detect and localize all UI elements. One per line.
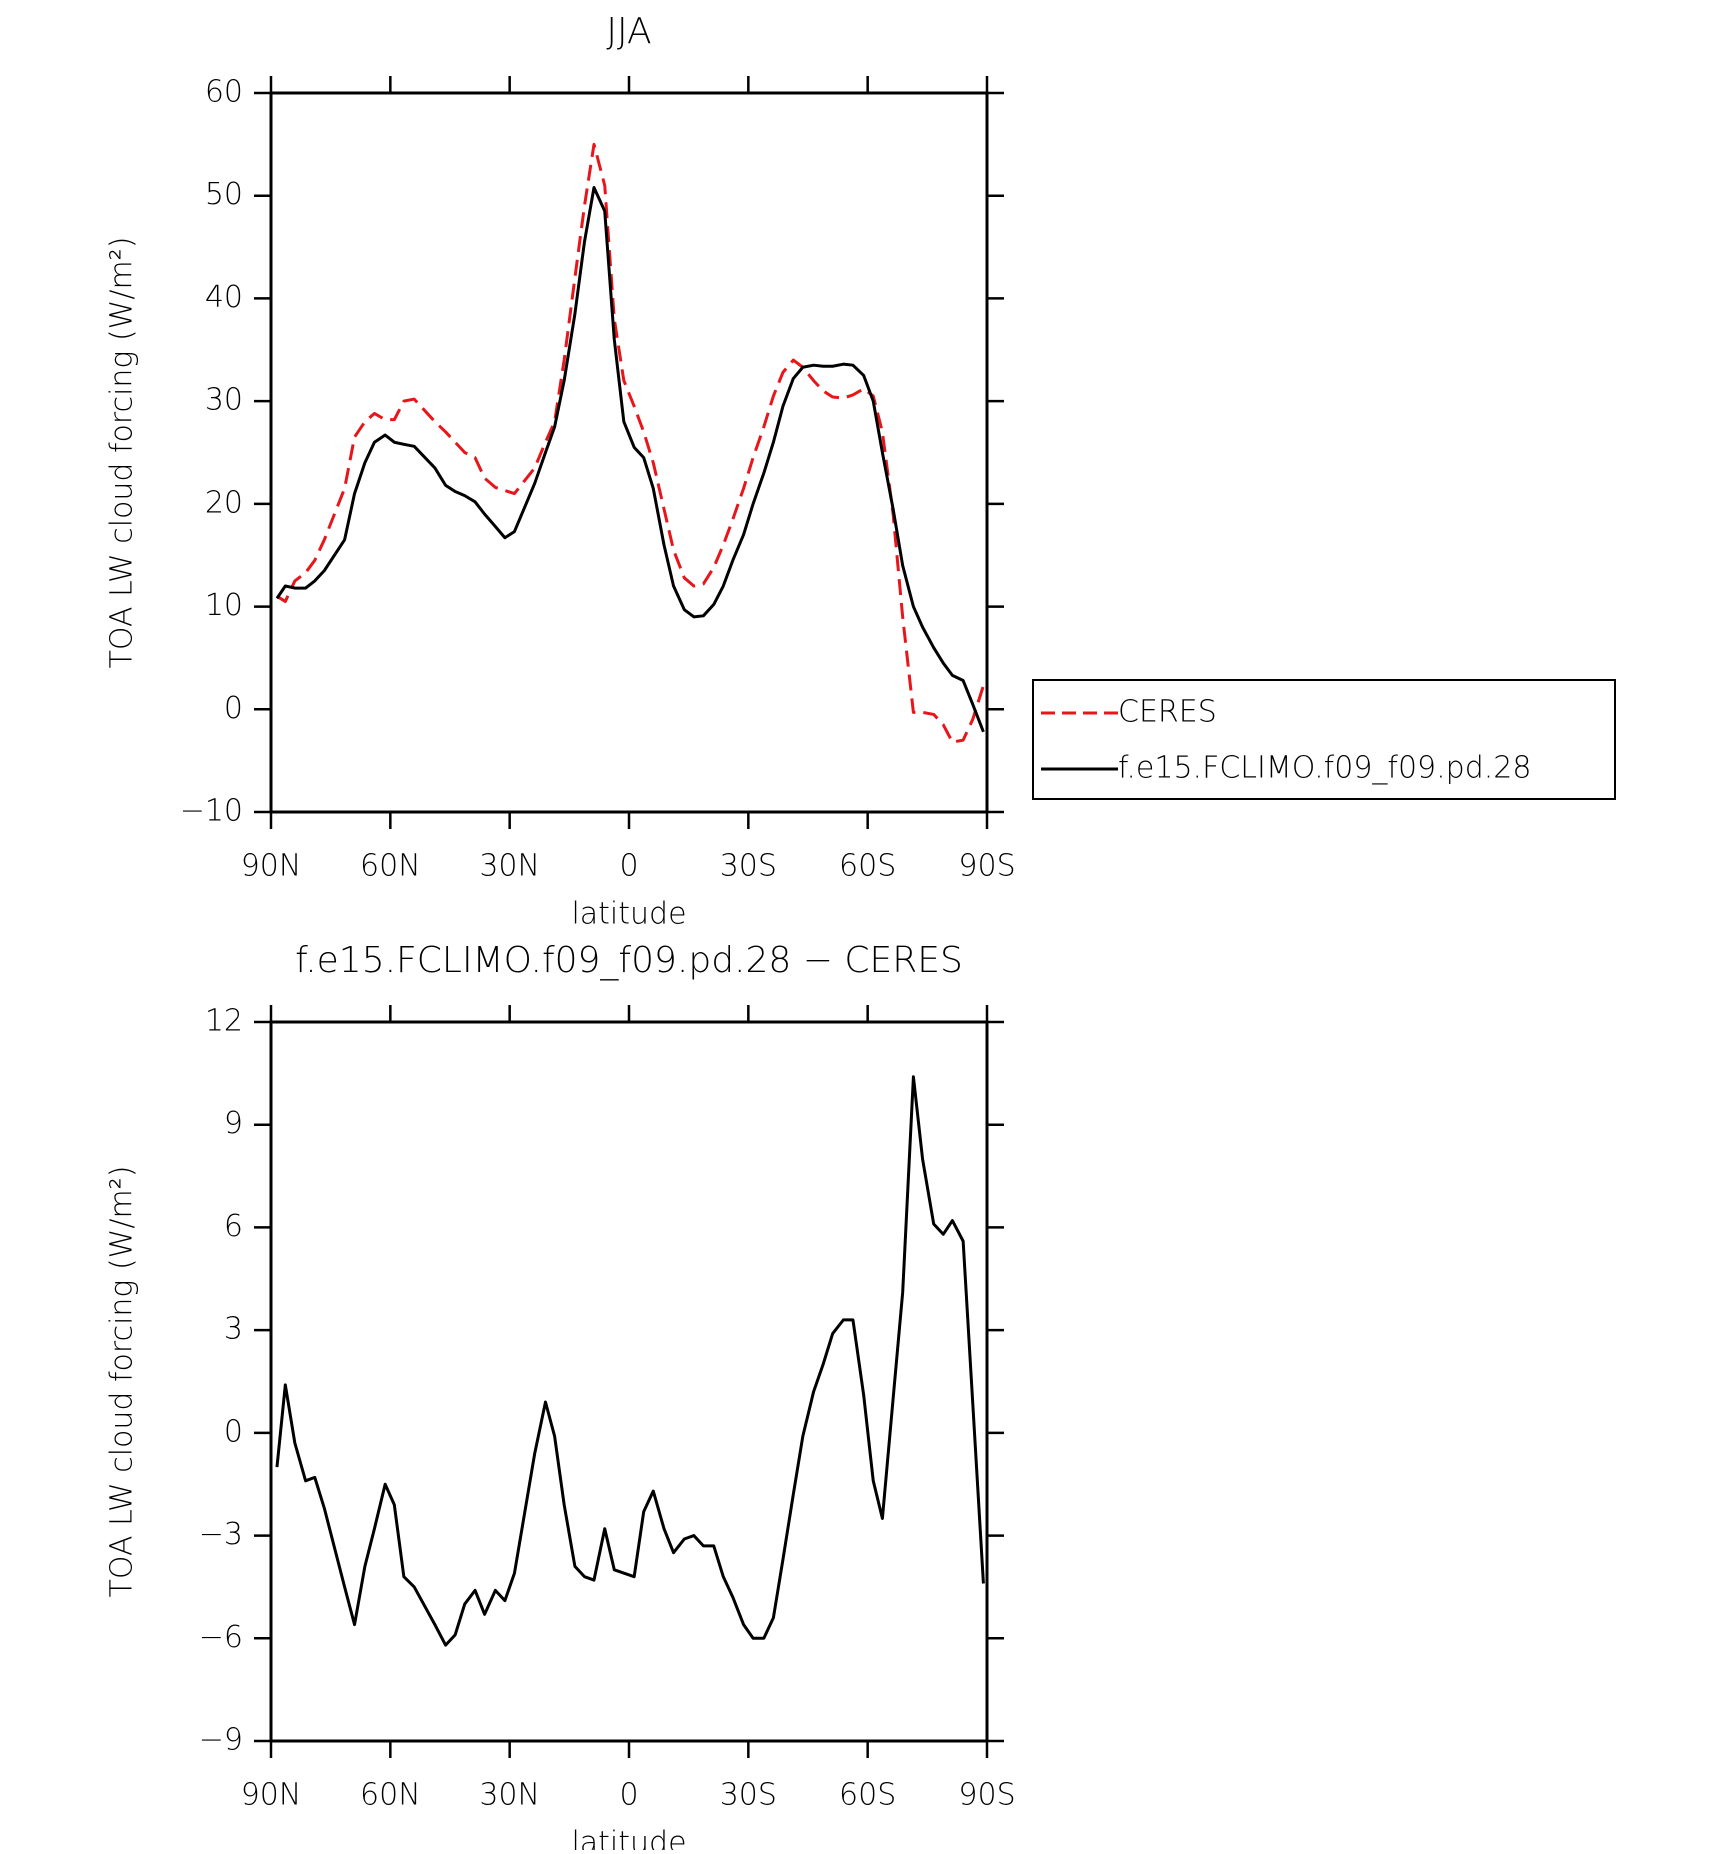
data-line	[275, 1075, 985, 1647]
y-tick-label: −9	[199, 1723, 243, 1758]
x-tick-label: 60N	[360, 1778, 421, 1813]
legend-label: CERES	[1118, 695, 1217, 730]
x-tick-label: 30S	[720, 1778, 777, 1813]
x-tick-label: 30N	[479, 849, 540, 884]
y-tick-label: 10	[205, 588, 243, 623]
y-tick-label: 50	[205, 177, 243, 212]
y-tick-label: −3	[199, 1517, 243, 1552]
y-tick-label: 6	[224, 1209, 243, 1244]
y-tick-label: 3	[224, 1312, 243, 1347]
plot-frame	[269, 91, 989, 814]
x-axis-label: latitude	[571, 897, 686, 932]
x-tick-label: 90S	[958, 1778, 1015, 1813]
x-axis-label: latitude	[571, 1826, 686, 1851]
y-axis-label: TOA LW cloud forcing (W/m²)	[105, 1166, 140, 1598]
y-tick-label: 60	[205, 75, 243, 110]
chart-title: JJA	[606, 11, 651, 52]
y-tick-label: −6	[199, 1620, 243, 1655]
y-tick-label: 0	[224, 691, 243, 726]
x-tick-label: 60N	[360, 849, 421, 884]
x-tick-label: 90N	[241, 1778, 302, 1813]
x-tick-label: 60S	[839, 1778, 896, 1813]
data-line	[276, 142, 985, 744]
y-tick-label: 40	[205, 280, 243, 315]
y-tick-label: 30	[205, 383, 243, 418]
x-tick-label: 60S	[839, 849, 896, 884]
legend-box	[1032, 679, 1616, 800]
y-tick-label: −10	[180, 794, 243, 829]
y-tick-label: 12	[205, 1004, 243, 1039]
y-tick-label: 20	[205, 485, 243, 520]
data-line	[275, 185, 985, 733]
x-tick-label: 30N	[479, 1778, 540, 1813]
plot-frame	[269, 1020, 989, 1743]
x-tick-label: 0	[619, 849, 638, 884]
x-tick-label: 0	[619, 1778, 638, 1813]
x-tick-label: 90N	[241, 849, 302, 884]
legend-label: f.e15.FCLIMO.f09_f09.pd.28	[1118, 751, 1531, 786]
chart-title: f.e15.FCLIMO.f09_f09.pd.28 − CERES	[295, 940, 963, 981]
x-tick-label: 30S	[720, 849, 777, 884]
y-axis-label: TOA LW cloud forcing (W/m²)	[105, 237, 140, 669]
y-tick-label: 0	[224, 1414, 243, 1449]
y-tick-label: 9	[224, 1106, 243, 1141]
x-tick-label: 90S	[958, 849, 1015, 884]
